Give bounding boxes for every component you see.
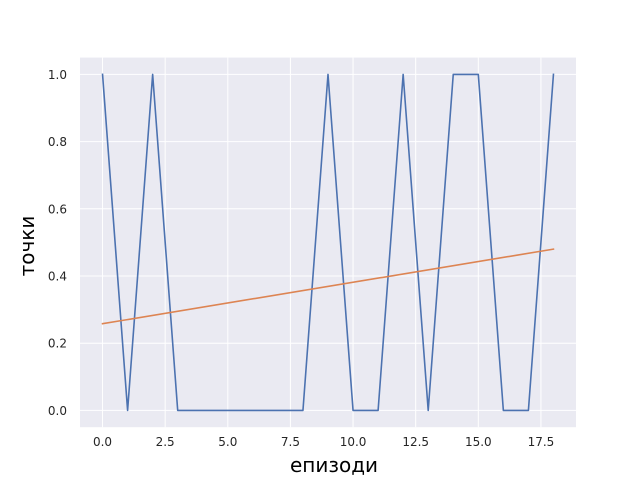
- y-tick-labels: 0.0 0.2 0.4 0.6 0.8 1.0: [48, 68, 67, 418]
- y-tick-label: 0.8: [48, 135, 67, 149]
- plot-background: [80, 57, 576, 428]
- x-tick-label: 7.5: [281, 435, 300, 449]
- y-axis-label: точки: [15, 216, 39, 277]
- y-tick-label: 0.4: [48, 270, 67, 284]
- x-tick-label: 2.5: [156, 435, 175, 449]
- series-line-2: [101, 248, 555, 325]
- y-tick-label: 1.0: [48, 68, 67, 82]
- x-tick-label: 15.0: [465, 435, 492, 449]
- y-tick-label: 0.6: [48, 202, 67, 216]
- x-axis-label: епизоди: [290, 453, 378, 477]
- x-tick-labels: 0.0 2.5 5.0 7.5 10.0 12.5 15.0 17.5: [93, 435, 554, 449]
- y-tick-label: 0.2: [48, 337, 67, 351]
- x-tick-label: 10.0: [340, 435, 367, 449]
- x-tick-label: 17.5: [528, 435, 555, 449]
- x-tick-label: 0.0: [93, 435, 112, 449]
- x-tick-label: 12.5: [402, 435, 429, 449]
- series-line-1: [101, 73, 555, 412]
- y-tick-label: 0.0: [48, 404, 67, 418]
- data-series: [101, 73, 555, 412]
- x-tick-label: 5.0: [218, 435, 237, 449]
